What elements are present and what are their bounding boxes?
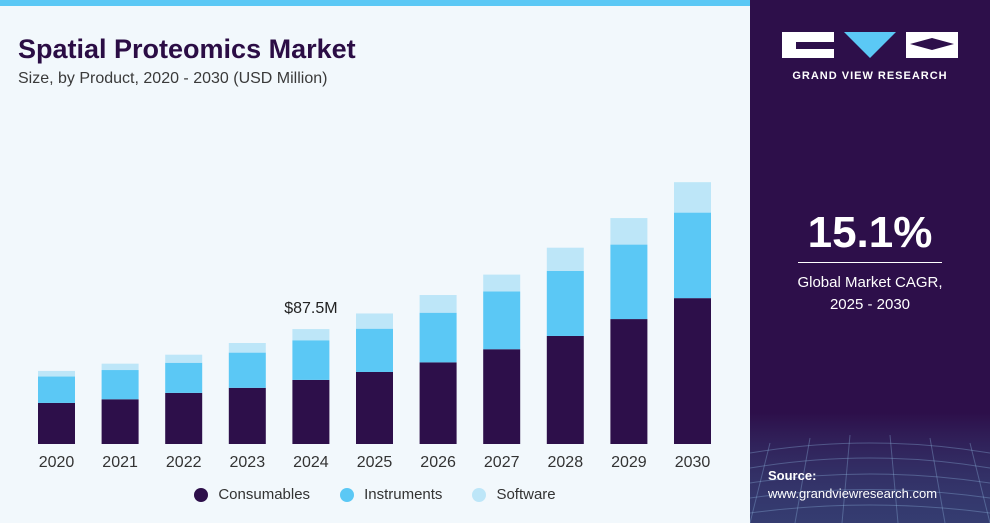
cagr-value: 15.1% <box>807 208 933 257</box>
bar-software-2027 <box>483 274 521 292</box>
legend-label-consumables: Consumables <box>218 486 311 503</box>
stacked-bar-chart: 2020 2021 2022 2023 2024 $87.5M 2025 2026 2027 20… <box>38 182 711 471</box>
bar-software-2022 <box>165 354 203 363</box>
bar-consumables-2030 <box>674 298 711 444</box>
x-tick-label-2030: 2030 <box>675 454 711 471</box>
x-tick-label-2028: 2028 <box>548 454 584 471</box>
source-url: www.grandviewresearch.com <box>768 486 938 501</box>
bar-instruments-2029 <box>610 244 648 320</box>
bar-consumables-2024 <box>292 379 330 444</box>
x-tick-label-2020: 2020 <box>39 454 75 471</box>
bar-instruments-2021 <box>101 370 139 400</box>
bar-consumables-2023 <box>228 387 266 444</box>
x-tick-label-2023: 2023 <box>230 454 266 471</box>
x-tick-label-2025: 2025 <box>357 454 393 471</box>
bar-instruments-2023 <box>228 352 266 388</box>
x-tick-label-2021: 2021 <box>102 454 138 471</box>
bar-instruments-2030 <box>674 212 711 299</box>
bar-software-2021 <box>101 363 139 371</box>
bar-instruments-2027 <box>483 291 521 350</box>
bar-software-2030 <box>674 182 711 213</box>
legend-item-consumables: Consumables <box>194 486 310 503</box>
bar-consumables-2020 <box>38 402 75 444</box>
legend-label-instruments: Instruments <box>364 486 443 503</box>
side-panel: GRAND VIEW RESEARCH 15.1% Global Market … <box>750 0 990 523</box>
x-tick-label-2027: 2027 <box>484 454 520 471</box>
chart-title: Spatial Proteomics Market <box>18 34 356 64</box>
bar-consumables-2025 <box>356 371 393 444</box>
bar-consumables-2028 <box>546 335 584 444</box>
bar-instruments-2020 <box>38 376 75 403</box>
bar-software-2025 <box>356 313 393 329</box>
legend-item-instruments: Instruments <box>340 486 442 503</box>
chart-subtitle: Size, by Product, 2020 - 2030 (USD Milli… <box>18 70 328 87</box>
bar-instruments-2022 <box>165 362 203 393</box>
data-label-2024: $87.5M <box>284 300 337 317</box>
cagr-label-line1: Global Market CAGR, <box>797 274 943 291</box>
bar-consumables-2022 <box>165 392 203 444</box>
bar-instruments-2026 <box>419 312 457 363</box>
chart-panel: Spatial Proteomics Market Size, by Produ… <box>0 0 750 523</box>
bar-instruments-2025 <box>356 328 393 372</box>
bar-consumables-2026 <box>419 362 457 444</box>
cagr-label-line2: 2025 - 2030 <box>829 296 911 313</box>
legend-label-software: Software <box>496 486 556 503</box>
bar-software-2026 <box>419 295 457 313</box>
chart-legend: Consumables Instruments Software <box>0 486 750 503</box>
source-title: Source: <box>768 468 817 483</box>
bar-software-2028 <box>546 247 584 271</box>
grid-decoration <box>750 413 990 523</box>
cagr-label: Global Market CAGR, 2025 - 2030 <box>750 272 990 316</box>
bar-consumables-2027 <box>483 349 521 444</box>
cagr-divider <box>798 262 942 263</box>
bar-software-2020 <box>38 370 75 377</box>
bar-consumables-2021 <box>101 399 139 444</box>
legend-item-software: Software <box>472 486 556 503</box>
brand-name: GRAND VIEW RESEARCH <box>792 70 948 82</box>
x-tick-label-2026: 2026 <box>420 454 456 471</box>
bar-consumables-2029 <box>610 319 648 444</box>
x-tick-label-2024: 2024 <box>293 454 329 471</box>
bar-instruments-2024 <box>292 340 330 380</box>
bar-instruments-2028 <box>546 270 584 336</box>
legend-swatch-instruments <box>340 487 355 502</box>
bar-software-2024 <box>292 329 330 341</box>
legend-swatch-software <box>472 487 487 502</box>
bar-software-2023 <box>228 342 266 353</box>
x-tick-label-2029: 2029 <box>611 454 647 471</box>
company-logo <box>782 32 958 58</box>
x-tick-label-2022: 2022 <box>166 454 202 471</box>
bar-software-2029 <box>610 218 648 245</box>
legend-swatch-consumables <box>194 487 209 502</box>
